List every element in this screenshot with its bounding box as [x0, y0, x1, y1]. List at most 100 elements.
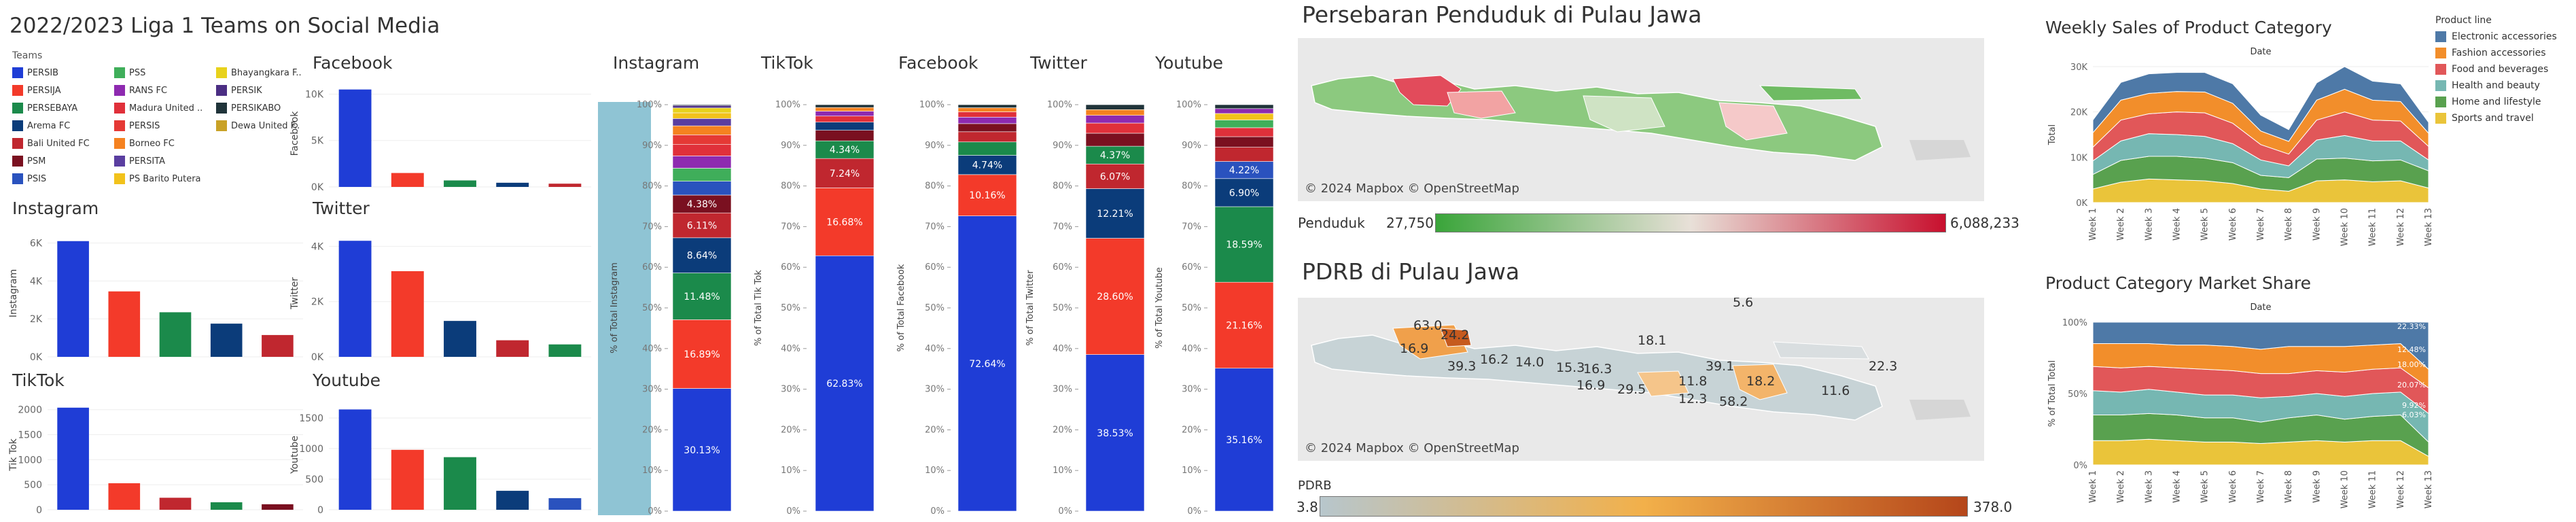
bar-persib[interactable]: [57, 407, 89, 510]
stack-segment[interactable]: [672, 156, 732, 169]
stack-segment[interactable]: [957, 116, 1017, 124]
team-legend-item: PERSIB: [12, 65, 114, 80]
stack-segment[interactable]: [1214, 136, 1274, 147]
bar-persija[interactable]: [391, 173, 424, 187]
bar-arema-fc[interactable]: [444, 180, 476, 187]
stack-segment[interactable]: [1214, 147, 1274, 162]
bar-arema-fc[interactable]: [496, 491, 529, 510]
bar-persib[interactable]: [57, 241, 89, 357]
stack-segment[interactable]: [815, 158, 875, 188]
pdrb-map[interactable]: 5.6 63.0 24.2 16.9 39.3 16.2 14.0 15.3 16.3 18.1 3…: [1298, 298, 1984, 461]
stack-segment[interactable]: [672, 237, 732, 273]
stack-segment[interactable]: [672, 168, 732, 181]
y-tick-label: 50%: [925, 303, 945, 313]
team-legend-item: Borneo FC: [114, 136, 216, 151]
stack-segment[interactable]: [815, 104, 875, 108]
stack-segment[interactable]: [815, 140, 875, 159]
bar-psis[interactable]: [548, 498, 582, 510]
pdrb-region-value: 16.2: [1480, 352, 1509, 367]
bar-bali-united-fc[interactable]: [496, 340, 529, 357]
stack-segment[interactable]: [1214, 368, 1274, 512]
stack-segment[interactable]: [672, 273, 732, 320]
stack-segment[interactable]: [672, 112, 732, 119]
stack-segment[interactable]: [815, 116, 875, 123]
bar-bali-united-fc[interactable]: [262, 334, 294, 357]
team-legend-swatch: [114, 85, 125, 96]
stack-segment[interactable]: [672, 212, 732, 239]
stack-segment[interactable]: [1085, 238, 1145, 355]
bar-persib[interactable]: [338, 89, 372, 187]
stack-segment[interactable]: [672, 181, 732, 196]
stack-segment[interactable]: [672, 144, 732, 156]
stack-segment[interactable]: [815, 122, 875, 130]
bar-persija[interactable]: [391, 271, 424, 357]
bar-persib[interactable]: [338, 409, 372, 510]
stack-segment[interactable]: [957, 131, 1017, 143]
bar-persija[interactable]: [108, 291, 141, 357]
stack-segment[interactable]: [1214, 161, 1274, 179]
stack-segment[interactable]: [957, 123, 1017, 133]
stack-segment[interactable]: [672, 118, 732, 126]
penduduk-map[interactable]: © 2024 Mapbox © OpenStreetMap: [1298, 38, 1984, 201]
stack-segment[interactable]: [1085, 104, 1145, 110]
stack-segment[interactable]: [815, 130, 875, 141]
bar-persebaya[interactable]: [159, 312, 192, 357]
bar-persija[interactable]: [108, 483, 141, 510]
team-legend-item: PERSIKABO: [216, 101, 311, 116]
stack-segment[interactable]: [1214, 120, 1274, 128]
bar-persebaya[interactable]: [548, 344, 582, 357]
bar-persebaya[interactable]: [210, 502, 243, 510]
area-electronic-accessories[interactable]: [2092, 66, 2429, 142]
stack-segment[interactable]: [957, 107, 1017, 112]
bar-persija[interactable]: [391, 449, 424, 510]
stack-segment[interactable]: [672, 105, 732, 109]
stack-segment[interactable]: [1085, 109, 1145, 116]
stack-segment[interactable]: [1214, 113, 1274, 120]
stack-segment[interactable]: [1085, 188, 1145, 239]
stack-segment[interactable]: [672, 319, 732, 389]
stack-segment[interactable]: [1085, 133, 1145, 147]
stack-segment[interactable]: [815, 111, 875, 117]
stack-segment[interactable]: [815, 255, 875, 512]
stack-segment[interactable]: [957, 111, 1017, 118]
bar-persib[interactable]: [338, 241, 372, 357]
bar-arema-fc[interactable]: [444, 321, 476, 357]
stack-segment[interactable]: [957, 104, 1017, 108]
y-axis-label: Total: [2047, 124, 2058, 145]
segment-label: 16.89%: [684, 349, 720, 360]
bar-psm[interactable]: [262, 504, 294, 510]
stack-segment[interactable]: [957, 141, 1017, 156]
pdrb-region-value: 12.3: [1678, 392, 1708, 406]
stack-segment[interactable]: [1085, 163, 1145, 189]
stack-segment[interactable]: [672, 107, 732, 114]
stack-segment[interactable]: [957, 215, 1017, 512]
stack-segment[interactable]: [1214, 206, 1274, 283]
stack-segment[interactable]: [1085, 145, 1145, 164]
stack-segment[interactable]: [1214, 178, 1274, 207]
bar-persebaya[interactable]: [496, 182, 529, 187]
bar-persebaya[interactable]: [444, 457, 476, 510]
y-tick-label: 2K: [30, 314, 43, 325]
bar-bali-united-fc[interactable]: [159, 498, 192, 510]
stack-segment[interactable]: [1214, 108, 1274, 114]
pdrb-region-value: 24.2: [1441, 328, 1470, 343]
stack-segment[interactable]: [672, 194, 732, 213]
bar-arema-fc[interactable]: [210, 324, 243, 357]
y-tick-label: 6K: [30, 239, 43, 249]
stack-segment[interactable]: [1085, 122, 1145, 134]
stack-segment[interactable]: [1085, 115, 1145, 124]
stack-segment[interactable]: [1214, 281, 1274, 369]
stack-segment[interactable]: [815, 107, 875, 111]
y-axis-label: % of Total Youtube: [1154, 267, 1165, 349]
stack-segment[interactable]: [1214, 104, 1274, 109]
bar-bali-united-fc[interactable]: [548, 184, 582, 187]
y-tick-label: 0: [36, 505, 42, 516]
bali-land: [1909, 400, 1971, 420]
area-electronic-accessories[interactable]: [2092, 321, 2429, 370]
stack-segment[interactable]: [1214, 127, 1274, 137]
stack-segment[interactable]: [957, 155, 1017, 175]
stack-segment[interactable]: [672, 135, 732, 145]
stack-segment[interactable]: [672, 388, 732, 512]
stack-segment[interactable]: [672, 125, 732, 135]
stack-segment[interactable]: [1085, 354, 1145, 512]
